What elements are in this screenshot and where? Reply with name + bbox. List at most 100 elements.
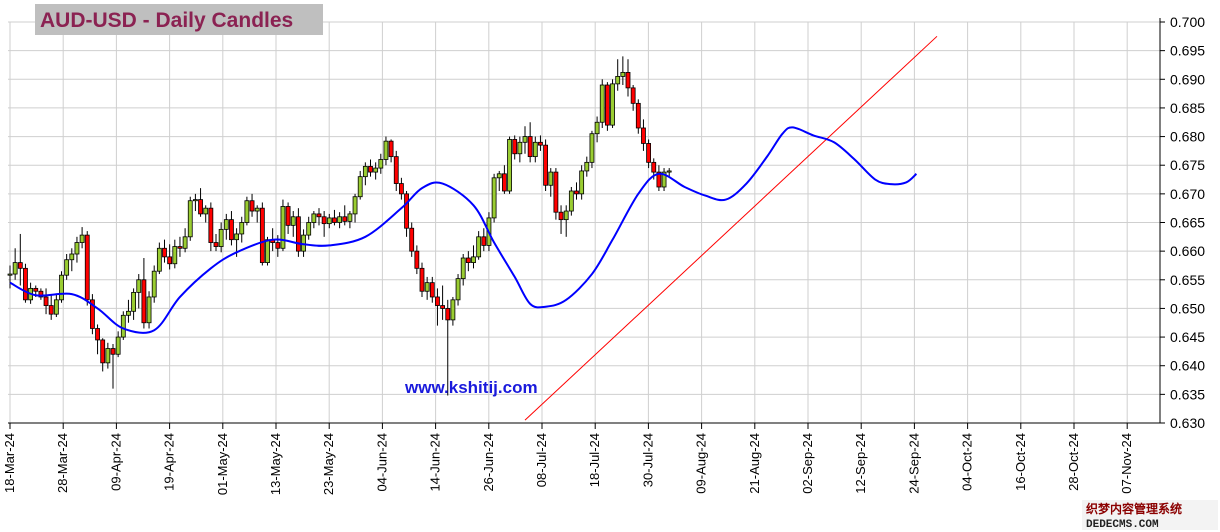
x-tick-label: 30-Jul-24 bbox=[640, 433, 655, 487]
x-tick-label: 21-Aug-24 bbox=[747, 433, 762, 494]
x-tick-label: 23-May-24 bbox=[321, 433, 336, 495]
candle-up bbox=[59, 274, 64, 301]
candle-down bbox=[435, 296, 440, 306]
candle-up bbox=[507, 139, 512, 192]
candle-down bbox=[332, 217, 337, 223]
candle-down bbox=[465, 257, 471, 264]
candle-up bbox=[223, 219, 229, 230]
candle-down bbox=[48, 305, 54, 315]
candle-down bbox=[651, 161, 657, 173]
candle-down bbox=[393, 156, 399, 184]
x-tick-label: 04-Jun-24 bbox=[374, 433, 389, 492]
x-tick-label: 09-Aug-24 bbox=[694, 433, 709, 494]
candle-up bbox=[589, 133, 595, 163]
candle-down bbox=[635, 102, 641, 129]
candle-up bbox=[290, 216, 296, 226]
candle-down bbox=[543, 144, 548, 186]
candle-up bbox=[74, 242, 80, 255]
watermark-line2: DEDECMS.COM bbox=[1086, 519, 1159, 531]
candle-down bbox=[110, 348, 116, 355]
candle-down bbox=[440, 305, 446, 309]
candle-down bbox=[553, 171, 559, 213]
y-tick-label: 0.660 bbox=[1170, 243, 1205, 259]
candle-down bbox=[177, 246, 183, 249]
x-axis-ticks: 18-Mar-24 28-Mar-24 09-Apr-24 19-Apr-24 01-M… bbox=[2, 423, 1134, 495]
candle-up bbox=[203, 207, 209, 215]
candle-up bbox=[12, 262, 18, 275]
candle-up bbox=[568, 190, 574, 212]
chart-title: AUD-USD - Daily Candles bbox=[40, 9, 293, 32]
candle-down bbox=[259, 207, 265, 264]
candle-up bbox=[455, 278, 461, 301]
candle-down bbox=[90, 299, 95, 329]
candle-down bbox=[558, 211, 564, 221]
candle-up bbox=[579, 170, 585, 195]
candle-up bbox=[517, 141, 523, 155]
candle-down bbox=[213, 242, 219, 247]
candle-down bbox=[316, 213, 322, 218]
x-tick-label: 24-Sep-24 bbox=[906, 433, 921, 494]
candle-down bbox=[162, 247, 167, 258]
x-tick-label: 01-May-24 bbox=[215, 433, 230, 495]
candle-up bbox=[280, 206, 286, 249]
x-tick-label: 02-Sep-24 bbox=[800, 433, 815, 494]
candle-up bbox=[136, 279, 142, 293]
candle-up bbox=[347, 213, 353, 222]
candle-down bbox=[275, 242, 281, 249]
candle-up bbox=[424, 282, 430, 292]
candle-up bbox=[182, 236, 188, 249]
x-tick-label: 16-Oct-24 bbox=[1013, 433, 1028, 491]
moving-average-layer bbox=[9, 126, 918, 334]
candle-up bbox=[584, 161, 590, 172]
candle-down bbox=[285, 206, 291, 226]
candle-down bbox=[404, 193, 409, 229]
candle-up bbox=[254, 207, 260, 212]
candle-up bbox=[146, 296, 152, 324]
candle-up bbox=[79, 234, 85, 243]
candle-down bbox=[527, 136, 533, 158]
candle-up bbox=[244, 200, 250, 223]
y-tick-label: 0.635 bbox=[1170, 386, 1205, 402]
candle-up bbox=[172, 246, 178, 265]
candle-down bbox=[208, 207, 214, 243]
candle-down bbox=[321, 216, 327, 225]
candle-down bbox=[17, 262, 23, 269]
candle-up bbox=[105, 348, 111, 364]
candle-up bbox=[115, 336, 121, 355]
candle-down bbox=[429, 282, 435, 298]
x-tick-label: 07-Nov-24 bbox=[1119, 433, 1134, 494]
x-tick-label: 13-May-24 bbox=[268, 433, 283, 495]
candle-down bbox=[656, 171, 662, 188]
y-tick-label: 0.685 bbox=[1170, 100, 1205, 116]
candle-up bbox=[53, 299, 59, 315]
x-tick-label: 04-Oct-24 bbox=[960, 433, 975, 491]
candle-down bbox=[295, 216, 301, 252]
moving-average-line bbox=[9, 126, 918, 334]
candle-down bbox=[625, 72, 631, 89]
candle-up bbox=[548, 171, 554, 186]
candle-down bbox=[538, 141, 543, 146]
candle-up bbox=[373, 167, 379, 173]
candle-up bbox=[187, 200, 193, 238]
y-tick-label: 0.670 bbox=[1170, 186, 1205, 202]
candle-up bbox=[192, 199, 198, 202]
x-tick-label: 18-Jul-24 bbox=[587, 433, 602, 487]
candle-down bbox=[23, 267, 28, 301]
candle-up bbox=[311, 213, 317, 223]
candle-down bbox=[512, 139, 518, 155]
y-tick-label: 0.665 bbox=[1170, 215, 1205, 231]
candle-down bbox=[445, 308, 451, 321]
candle-up bbox=[378, 159, 384, 169]
candle-up bbox=[666, 170, 672, 173]
y-tick-label: 0.675 bbox=[1170, 157, 1205, 173]
candle-down bbox=[641, 127, 646, 144]
candle-down bbox=[43, 296, 49, 306]
candle-up bbox=[491, 177, 497, 219]
x-tick-label: 28-Oct-24 bbox=[1066, 433, 1081, 491]
watermark-box bbox=[1082, 500, 1218, 530]
y-tick-label: 0.645 bbox=[1170, 329, 1205, 345]
candle-down bbox=[368, 165, 373, 173]
site-label: www.kshitij.com bbox=[404, 378, 538, 397]
candle-up bbox=[151, 270, 157, 298]
